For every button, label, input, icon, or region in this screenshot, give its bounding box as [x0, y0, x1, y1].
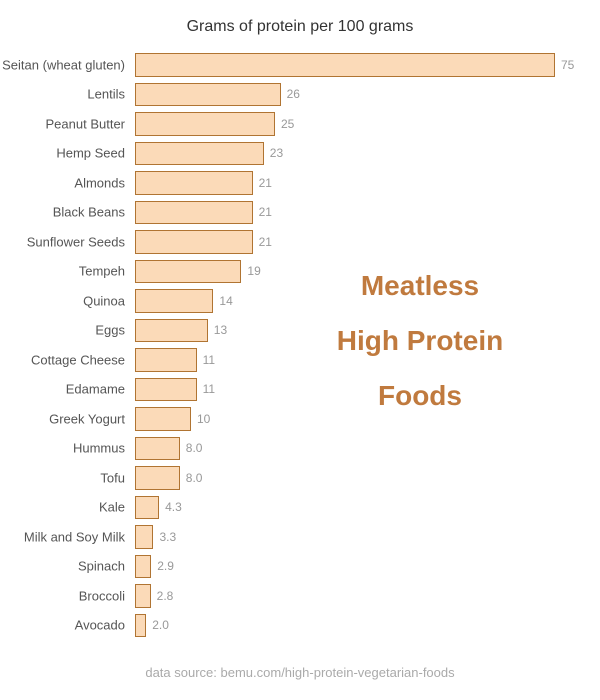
- bar-value: 3.3: [159, 530, 176, 544]
- bar-value: 21: [259, 176, 272, 190]
- bar-label: Edamame: [0, 382, 125, 397]
- bar-label: Hummus: [0, 441, 125, 456]
- bar-value: 23: [270, 146, 283, 160]
- bar: [135, 201, 253, 225]
- bar-value: 2.8: [157, 589, 174, 603]
- bar: [135, 112, 275, 136]
- bar-label: Tofu: [0, 470, 125, 485]
- bar-value: 13: [214, 323, 227, 337]
- bar-label: Cottage Cheese: [0, 352, 125, 367]
- bar-value: 21: [259, 205, 272, 219]
- bar-label: Almonds: [0, 175, 125, 190]
- bar-value: 11: [203, 353, 215, 367]
- bar: [135, 83, 281, 107]
- bar-label: Avocado: [0, 618, 125, 633]
- side-title-line: High Protein: [330, 325, 510, 357]
- bar: [135, 260, 241, 284]
- bar: [135, 53, 555, 77]
- bar-row: Milk and Soy Milk3.3: [135, 522, 555, 552]
- bar-value: 75: [561, 58, 574, 72]
- bar-value: 2.9: [157, 559, 174, 573]
- bar: [135, 525, 153, 549]
- bar: [135, 437, 180, 461]
- bar-row: Seitan (wheat gluten)75: [135, 50, 555, 80]
- bar-value: 8.0: [186, 471, 203, 485]
- bar: [135, 348, 197, 372]
- bar-row: Almonds21: [135, 168, 555, 198]
- bar-value: 19: [247, 264, 260, 278]
- side-title-line: Foods: [330, 380, 510, 412]
- bar-row: Tofu8.0: [135, 463, 555, 493]
- bar-row: Peanut Butter25: [135, 109, 555, 139]
- bar: [135, 407, 191, 431]
- bar-label: Lentils: [0, 87, 125, 102]
- bar-row: Spinach2.9: [135, 552, 555, 582]
- bar-label: Black Beans: [0, 205, 125, 220]
- bar-label: Quinoa: [0, 293, 125, 308]
- bar-label: Peanut Butter: [0, 116, 125, 131]
- bar-value: 10: [197, 412, 210, 426]
- bar-row: Avocado2.0: [135, 611, 555, 641]
- bar-value: 26: [287, 87, 300, 101]
- bar: [135, 289, 213, 313]
- bar-value: 2.0: [152, 618, 169, 632]
- bar-value: 4.3: [165, 500, 182, 514]
- side-title-line: Meatless: [330, 270, 510, 302]
- bar-row: Sunflower Seeds21: [135, 227, 555, 257]
- bar-value: 8.0: [186, 441, 203, 455]
- bar-row: Black Beans21: [135, 198, 555, 228]
- bar: [135, 230, 253, 254]
- bar: [135, 378, 197, 402]
- bar-label: Sunflower Seeds: [0, 234, 125, 249]
- bar-label: Greek Yogurt: [0, 411, 125, 426]
- bar-label: Spinach: [0, 559, 125, 574]
- source-text: data source: bemu.com/high-protein-veget…: [0, 665, 600, 680]
- bar: [135, 496, 159, 520]
- bar: [135, 584, 151, 608]
- bar: [135, 142, 264, 166]
- bar-label: Eggs: [0, 323, 125, 338]
- chart-title: Grams of protein per 100 grams: [0, 18, 600, 36]
- bar-value: 25: [281, 117, 294, 131]
- bar: [135, 555, 151, 579]
- bar: [135, 614, 146, 638]
- bar-label: Milk and Soy Milk: [0, 529, 125, 544]
- bar-value: 14: [219, 294, 232, 308]
- bar-value: 21: [259, 235, 272, 249]
- bar-label: Broccoli: [0, 588, 125, 603]
- bar-label: Hemp Seed: [0, 146, 125, 161]
- bar: [135, 466, 180, 490]
- bar-row: Lentils26: [135, 80, 555, 110]
- bar: [135, 171, 253, 195]
- bar-value: 11: [203, 382, 215, 396]
- bar-label: Kale: [0, 500, 125, 515]
- bar-row: Hummus8.0: [135, 434, 555, 464]
- bar: [135, 319, 208, 343]
- protein-chart: Grams of protein per 100 grams Seitan (w…: [0, 0, 600, 700]
- bar-row: Hemp Seed23: [135, 139, 555, 169]
- bar-row: Broccoli2.8: [135, 581, 555, 611]
- bar-row: Kale4.3: [135, 493, 555, 523]
- bar-label: Seitan (wheat gluten): [0, 57, 125, 72]
- bar-label: Tempeh: [0, 264, 125, 279]
